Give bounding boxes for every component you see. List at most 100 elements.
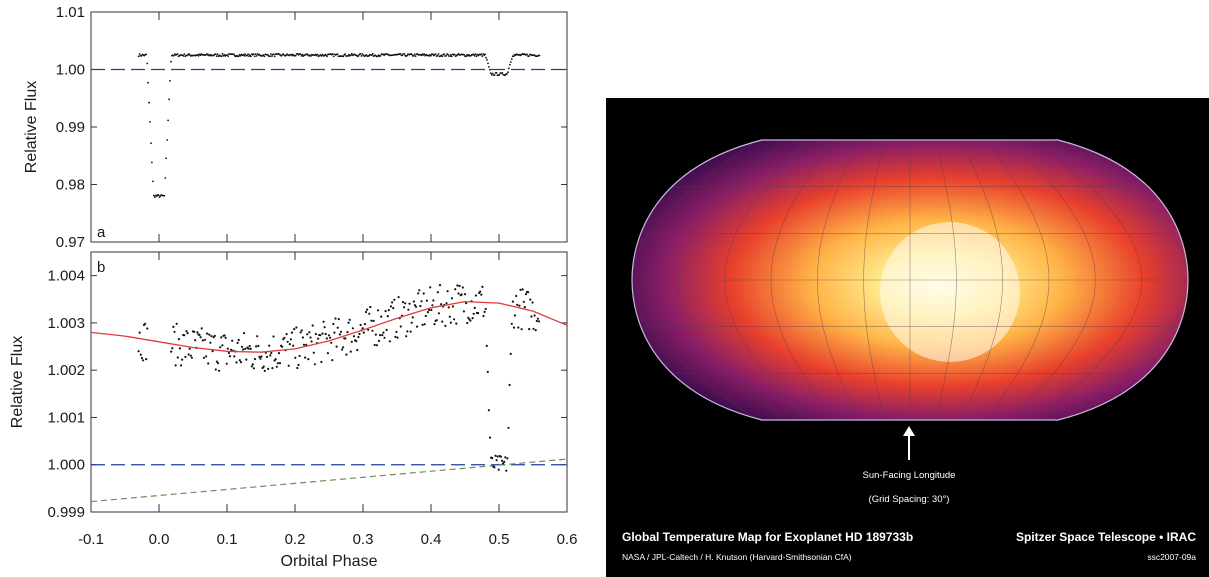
- panel-a-point: [473, 54, 476, 57]
- panel-b-point: [503, 460, 506, 463]
- panel-b-point: [512, 326, 516, 329]
- panel-b-point: [295, 326, 298, 329]
- panel-a-point: [273, 55, 276, 58]
- panel-b-point: [230, 348, 233, 351]
- panel-b-point: [445, 302, 448, 305]
- panel-b-x-tick-label: 0.2: [285, 531, 306, 548]
- panel-b-frame: [90, 251, 568, 513]
- panel-b-fit-curve: [90, 300, 568, 353]
- panel-b-point: [304, 356, 307, 359]
- panel-a-point: [406, 54, 408, 57]
- panel-b-point: [388, 340, 391, 343]
- panel-b-point: [227, 351, 230, 355]
- panel-a-point: [152, 194, 155, 197]
- panel-a-point: [237, 55, 240, 58]
- panel-b-point: [259, 357, 262, 360]
- panel-b-point: [314, 332, 317, 336]
- panel-a-point: [465, 55, 467, 58]
- panel-b-point: [252, 367, 255, 370]
- panel-b-point: [531, 301, 534, 304]
- panel-a-point: [221, 52, 224, 55]
- panel-b-point: [483, 310, 486, 313]
- panel-b-point: [522, 300, 525, 303]
- panel-b-point: [327, 334, 331, 337]
- panel-b-point: [281, 345, 284, 348]
- panel-b-phase-curve: 0.999 1.000 1.001 1.002 1.003 1.004 -0.1 0.0 0.…: [9, 251, 578, 570]
- panel-a-point: [216, 53, 219, 56]
- panel-a-point: [148, 101, 151, 104]
- panel-b-point: [417, 292, 420, 295]
- panel-a-point: [137, 55, 140, 58]
- panel-b-point: [416, 325, 419, 328]
- panel-a-point: [344, 53, 347, 55]
- panel-a-point: [215, 55, 218, 57]
- panel-a-point: [443, 53, 446, 55]
- panel-b-point: [479, 290, 482, 293]
- panel-b-point: [271, 367, 274, 370]
- panel-a-point: [453, 53, 456, 56]
- panel-b-point: [300, 329, 303, 332]
- panel-b-point: [420, 300, 423, 303]
- panel-b-point: [414, 305, 418, 308]
- panel-a-point: [147, 81, 150, 84]
- panel-b-point: [307, 358, 310, 361]
- panel-b-point: [286, 340, 289, 343]
- panel-b-point: [243, 332, 246, 335]
- panel-b-point: [432, 299, 435, 302]
- panel-a-point: [168, 98, 171, 101]
- panel-b-point: [177, 338, 180, 341]
- panel-b-point: [429, 286, 432, 289]
- panel-b-point: [334, 317, 337, 320]
- panel-a-y-tick-label: 1.01: [56, 4, 85, 21]
- panel-b-point: [240, 345, 244, 348]
- panel-a-point: [208, 53, 210, 56]
- panel-b-point: [359, 323, 362, 327]
- panel-b-point: [323, 326, 326, 329]
- panel-b-y-tick-label: 1.004: [47, 268, 85, 285]
- panel-a-point: [306, 53, 308, 55]
- panel-a-point: [486, 59, 488, 61]
- panel-b-point: [276, 362, 279, 365]
- panel-b-point: [146, 327, 149, 330]
- panel-a-point: [436, 54, 439, 57]
- panel-b-point: [412, 300, 415, 303]
- panel-b-point: [368, 312, 371, 315]
- map-hotspot: [880, 222, 1020, 362]
- panel-a-point: [509, 61, 512, 63]
- panel-b-point: [344, 337, 347, 340]
- map-title: Global Temperature Map for Exoplanet HD …: [622, 530, 913, 544]
- panel-a-point: [243, 54, 246, 57]
- panel-b-point: [356, 348, 359, 352]
- panel-a-point: [227, 55, 230, 57]
- panel-b-x-tick-label: 0.6: [557, 531, 578, 548]
- panel-b-point: [245, 358, 248, 361]
- panel-b-point: [308, 331, 311, 334]
- panel-b-point: [382, 331, 385, 334]
- panel-a-point: [153, 196, 156, 199]
- panel-b-point: [358, 332, 361, 336]
- panel-a-point: [310, 55, 312, 57]
- panel-b-point: [458, 284, 461, 288]
- panel-b-point: [535, 319, 538, 323]
- panel-a-point: [489, 72, 492, 75]
- panel-a-point: [526, 53, 528, 56]
- panel-a-point: [445, 55, 447, 57]
- panel-b-point: [426, 311, 430, 314]
- panel-b-point: [410, 321, 413, 324]
- panel-b-point: [319, 334, 322, 337]
- panel-b-point: [215, 360, 218, 363]
- panel-b-point: [440, 303, 443, 306]
- panel-b-point: [496, 455, 499, 458]
- panel-a-point: [140, 55, 143, 57]
- panel-b-y-tick-label: 1.002: [47, 362, 85, 379]
- panel-b-point: [494, 454, 497, 457]
- panel-b-point: [299, 331, 302, 334]
- panel-a-y-tick-label: 1.00: [56, 62, 85, 79]
- panel-a-point: [247, 53, 250, 55]
- panel-b-point: [520, 328, 523, 331]
- panel-b-y-ticks: 0.999 1.000 1.001 1.002 1.003 1.004: [47, 268, 567, 521]
- panel-b-point: [210, 335, 213, 338]
- panel-b-point: [272, 335, 275, 338]
- panel-a-point: [167, 119, 170, 122]
- x-axis-label: Orbital Phase: [281, 553, 378, 570]
